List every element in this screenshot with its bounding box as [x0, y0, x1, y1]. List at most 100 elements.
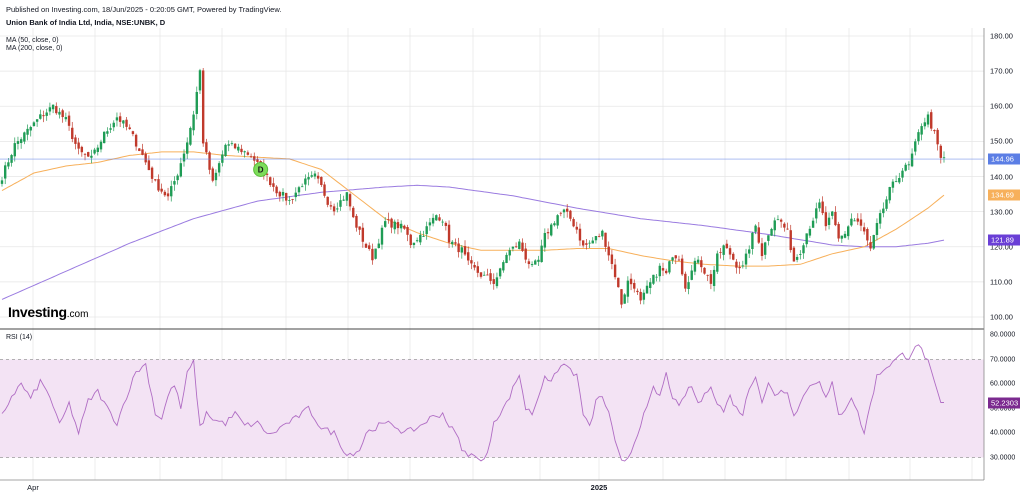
- candle-body: [518, 241, 521, 250]
- candle-body: [843, 233, 847, 238]
- candle-body: [732, 253, 735, 260]
- candle-body: [572, 219, 575, 227]
- candle-body: [716, 253, 719, 272]
- candle-body: [891, 181, 895, 188]
- candle-body: [470, 260, 473, 264]
- candle-body: [578, 228, 582, 241]
- candle-body: [374, 248, 377, 259]
- candle-body: [96, 147, 99, 152]
- candle-body: [850, 218, 853, 226]
- price-tick: 100.00: [990, 312, 1013, 322]
- candle-body: [728, 248, 732, 255]
- candle-body: [824, 212, 828, 227]
- candle-body: [269, 177, 272, 186]
- candle-body: [837, 223, 840, 239]
- candle-body: [907, 164, 911, 166]
- candle-body: [882, 208, 885, 214]
- candle-body: [454, 242, 457, 244]
- candle-body: [406, 227, 409, 235]
- candle-body: [591, 240, 594, 244]
- candle-body: [29, 126, 32, 131]
- candle-body: [894, 181, 898, 182]
- candle-body: [939, 145, 943, 158]
- candle-body: [818, 202, 821, 209]
- candle-body: [530, 264, 534, 266]
- candle-body: [195, 91, 198, 114]
- candle-body: [511, 246, 515, 249]
- candle-body: [773, 220, 776, 231]
- candle-body: [741, 265, 745, 267]
- candle-body: [744, 253, 748, 265]
- candle-body: [751, 232, 754, 249]
- candle-body: [422, 236, 425, 237]
- candle-body: [719, 252, 722, 253]
- candle-body: [888, 187, 891, 201]
- candle-body: [792, 247, 796, 262]
- candle-body: [265, 173, 269, 175]
- candle-body: [776, 219, 780, 221]
- candle-body: [684, 273, 687, 289]
- candle-body: [329, 205, 333, 207]
- candle-body: [486, 274, 489, 276]
- candle-body: [428, 222, 432, 226]
- dividend-marker[interactable]: D: [253, 161, 269, 177]
- candle-body: [827, 217, 831, 225]
- candle-body: [642, 292, 646, 300]
- candle-body: [74, 137, 77, 144]
- ma50-line: [1, 151, 945, 267]
- candle-body: [885, 199, 888, 209]
- candle-body: [926, 114, 930, 125]
- candle-body: [19, 139, 23, 144]
- candle-body: [71, 127, 74, 140]
- candle-body: [214, 172, 218, 181]
- candle-body: [297, 187, 301, 193]
- candle-body: [862, 227, 866, 232]
- candle-body: [588, 242, 591, 244]
- candle-body: [604, 232, 607, 247]
- candle-body: [770, 228, 773, 236]
- candle-body: [671, 257, 674, 261]
- candle-body: [859, 219, 863, 226]
- candle-body: [514, 246, 518, 248]
- candle-body: [144, 153, 147, 163]
- candle-body: [157, 179, 160, 191]
- candle-body: [87, 152, 90, 157]
- candle-body: [540, 245, 543, 263]
- candle-body: [933, 130, 936, 132]
- candle-body: [633, 283, 636, 289]
- candle-body: [192, 114, 195, 131]
- candle-body: [585, 243, 588, 245]
- candle-body: [815, 208, 818, 219]
- candle-body: [208, 152, 211, 170]
- candle-body: [128, 127, 131, 130]
- candle-body: [323, 184, 326, 196]
- candle-body: [767, 235, 770, 241]
- candle-body: [173, 181, 176, 185]
- candle-body: [176, 175, 179, 181]
- candle-body: [3, 165, 7, 179]
- candle-body: [661, 268, 665, 271]
- candle-body: [240, 148, 243, 153]
- candle-body: [808, 228, 812, 236]
- candle-body: [703, 267, 706, 274]
- candle-body: [237, 146, 240, 151]
- candle-body: [789, 230, 792, 251]
- candle-body: [696, 259, 700, 263]
- candle-body: [786, 228, 789, 230]
- rsi-tick: 80.0000: [990, 331, 1016, 339]
- candle-body: [636, 290, 639, 293]
- candle-body: [221, 154, 224, 163]
- candle-body: [847, 226, 850, 237]
- last-price-badge: 144.96: [988, 153, 1020, 165]
- candle-body: [556, 215, 559, 226]
- candle-body: [690, 270, 693, 280]
- candle-body: [102, 131, 106, 144]
- candle-body: [342, 199, 345, 201]
- price-tick: 160.00: [990, 101, 1013, 111]
- candle-body: [249, 156, 253, 158]
- candle-body: [562, 209, 566, 213]
- candle-body: [256, 159, 259, 162]
- candle-body: [479, 272, 483, 277]
- candle-body: [878, 213, 882, 224]
- candle-body: [80, 146, 84, 153]
